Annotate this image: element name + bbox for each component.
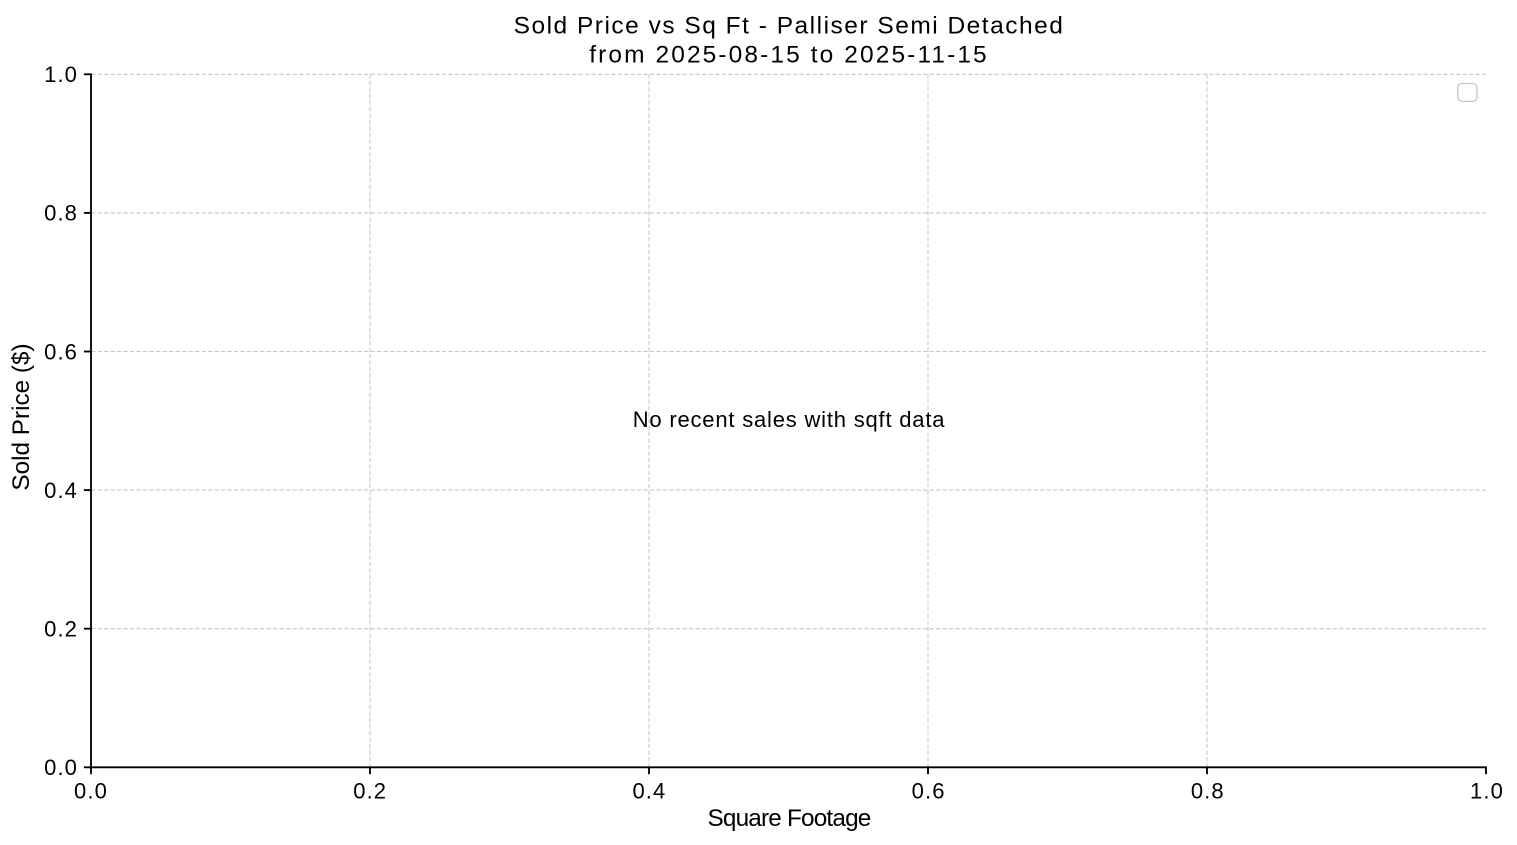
svg-text:Sold Price vs Sq Ft - Palliser: Sold Price vs Sq Ft - Palliser Semi Deta… (514, 13, 1065, 40)
svg-text:1.0: 1.0 (1470, 779, 1504, 804)
svg-text:0.0: 0.0 (74, 779, 108, 804)
svg-text:0.2: 0.2 (44, 617, 78, 642)
svg-text:Sold Price ($): Sold Price ($) (8, 343, 35, 490)
svg-text:0.2: 0.2 (353, 779, 387, 804)
svg-text:Square Footage: Square Footage (707, 805, 870, 832)
svg-text:1.0: 1.0 (44, 62, 78, 87)
svg-text:0.4: 0.4 (632, 779, 666, 804)
svg-text:No recent sales with sqft data: No recent sales with sqft data (633, 407, 946, 432)
svg-text:0.8: 0.8 (1191, 779, 1225, 804)
svg-text:0.6: 0.6 (912, 779, 946, 804)
svg-text:0.4: 0.4 (44, 478, 78, 503)
svg-text:0.0: 0.0 (44, 755, 78, 780)
svg-text:0.6: 0.6 (44, 339, 78, 364)
svg-text:0.8: 0.8 (44, 201, 78, 226)
svg-text:from 2025-08-15 to 2025-11-15: from 2025-08-15 to 2025-11-15 (589, 41, 989, 68)
